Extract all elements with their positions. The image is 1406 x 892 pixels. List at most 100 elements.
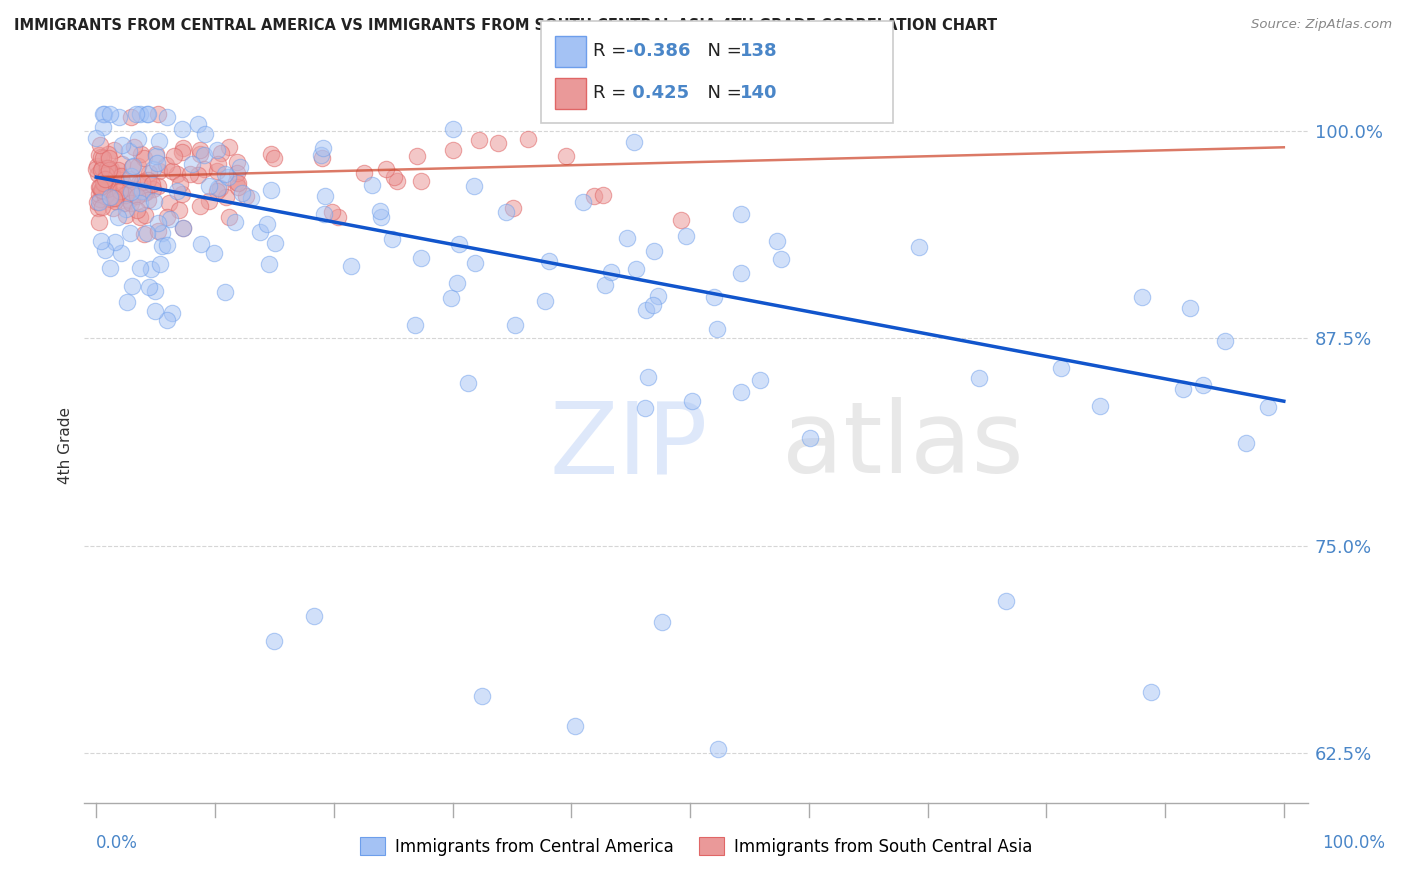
Y-axis label: 4th Grade: 4th Grade	[58, 408, 73, 484]
Point	[146, 107, 169, 121]
Point	[97, 178, 120, 193]
Point	[94, 243, 117, 257]
Point	[404, 318, 426, 333]
Point	[634, 401, 657, 415]
Point	[169, 177, 191, 191]
Point	[131, 175, 153, 189]
Point	[98, 261, 121, 276]
Point	[187, 168, 209, 182]
Point	[463, 179, 485, 194]
Point	[87, 201, 110, 215]
Point	[96, 186, 118, 200]
Point	[218, 210, 240, 224]
Point	[616, 231, 638, 245]
Point	[311, 151, 333, 165]
Point	[446, 277, 468, 291]
Text: N =: N =	[696, 42, 748, 60]
Point	[166, 167, 188, 181]
Point	[172, 141, 194, 155]
Point	[681, 394, 703, 409]
Point	[145, 147, 167, 161]
Point	[159, 212, 181, 227]
Point	[89, 180, 111, 194]
Point	[138, 279, 160, 293]
Point	[190, 143, 212, 157]
Point	[202, 246, 225, 260]
Point	[87, 215, 110, 229]
Point	[122, 159, 145, 173]
Point	[1171, 382, 1194, 396]
Point	[86, 131, 108, 145]
Point	[441, 122, 464, 136]
Point	[129, 107, 152, 121]
Point	[624, 262, 647, 277]
Point	[730, 207, 752, 221]
Point	[703, 290, 725, 304]
Point	[125, 189, 148, 203]
Point	[706, 322, 728, 336]
Point	[118, 182, 141, 196]
Point	[97, 147, 120, 161]
Point	[502, 201, 524, 215]
Point	[188, 199, 211, 213]
Point	[572, 194, 595, 209]
Point	[260, 183, 283, 197]
Point	[409, 252, 432, 266]
Point	[226, 166, 249, 180]
Point	[217, 170, 239, 185]
Point	[156, 237, 179, 252]
Point	[464, 256, 486, 270]
Point	[471, 689, 494, 703]
Point	[129, 146, 152, 161]
Point	[214, 167, 236, 181]
Point	[198, 194, 221, 208]
Point	[207, 164, 229, 178]
Text: 138: 138	[740, 42, 778, 60]
Point	[136, 226, 159, 240]
Point	[96, 182, 118, 196]
Point	[103, 143, 125, 157]
Point	[101, 166, 124, 180]
Point	[91, 183, 114, 197]
Point	[375, 162, 398, 177]
Point	[1257, 400, 1279, 414]
Text: Source: ZipAtlas.com: Source: ZipAtlas.com	[1251, 18, 1392, 31]
Point	[96, 162, 118, 177]
Point	[257, 257, 280, 271]
Point	[131, 184, 153, 198]
Point	[226, 176, 249, 190]
Point	[172, 220, 194, 235]
Point	[156, 211, 179, 225]
Point	[170, 145, 193, 159]
Point	[770, 252, 793, 266]
Point	[114, 188, 136, 202]
Point	[172, 221, 194, 235]
Point	[264, 235, 287, 250]
Point	[96, 180, 118, 194]
Point	[166, 185, 188, 199]
Point	[105, 191, 128, 205]
Point	[120, 110, 142, 124]
Point	[249, 225, 271, 239]
Point	[135, 186, 157, 200]
Text: 140: 140	[740, 84, 778, 102]
Point	[110, 188, 132, 202]
Point	[98, 190, 121, 204]
Point	[385, 173, 408, 187]
Point	[302, 608, 325, 623]
Point	[1050, 360, 1073, 375]
Text: R =: R =	[593, 84, 633, 102]
Point	[730, 384, 752, 399]
Point	[1180, 301, 1202, 315]
Point	[592, 187, 614, 202]
Point	[157, 196, 180, 211]
Point	[651, 615, 673, 629]
Point	[108, 184, 131, 198]
Point	[155, 110, 177, 124]
Point	[112, 176, 135, 190]
Point	[104, 182, 127, 196]
Point	[110, 169, 132, 184]
Point	[98, 192, 121, 206]
Point	[226, 154, 249, 169]
Point	[146, 156, 169, 170]
